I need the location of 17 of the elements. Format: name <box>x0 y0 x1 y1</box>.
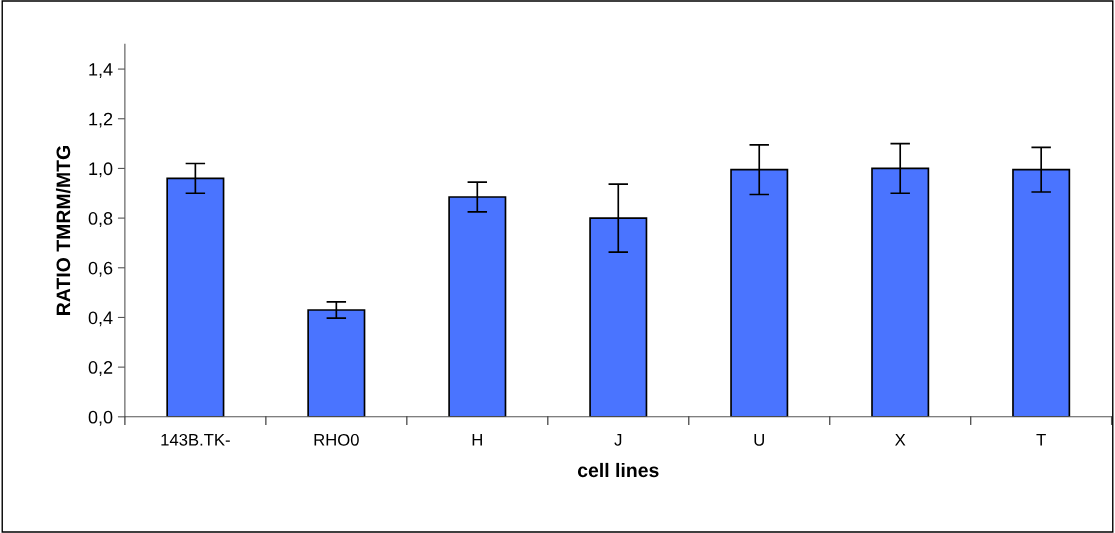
x-tick-label: RHO0 <box>314 433 359 446</box>
y-tick-label: 0,8 <box>88 212 113 227</box>
y-tick-label: 0,0 <box>88 410 113 426</box>
x-tick-label: H <box>472 434 482 446</box>
x-tick-label: X <box>895 434 906 446</box>
y-tick-label: 1,2 <box>89 112 113 128</box>
x-axis-title: cell lines <box>577 462 659 478</box>
x-tick-label: U <box>754 434 764 446</box>
y-tick-label: 1,4 <box>89 63 113 78</box>
y-tick-label: 1,0 <box>89 162 113 178</box>
x-tick-label: 143B.TK- <box>161 433 230 446</box>
x-tick-label: T <box>1036 434 1046 446</box>
y-tick-label: 0,4 <box>88 311 113 327</box>
y-tick-label: 0,6 <box>88 261 113 277</box>
x-tick-label: J <box>614 434 622 446</box>
y-tick-label: 0,2 <box>88 361 113 376</box>
y-axis-title: RATIO TMRM/MTG <box>55 146 71 315</box>
